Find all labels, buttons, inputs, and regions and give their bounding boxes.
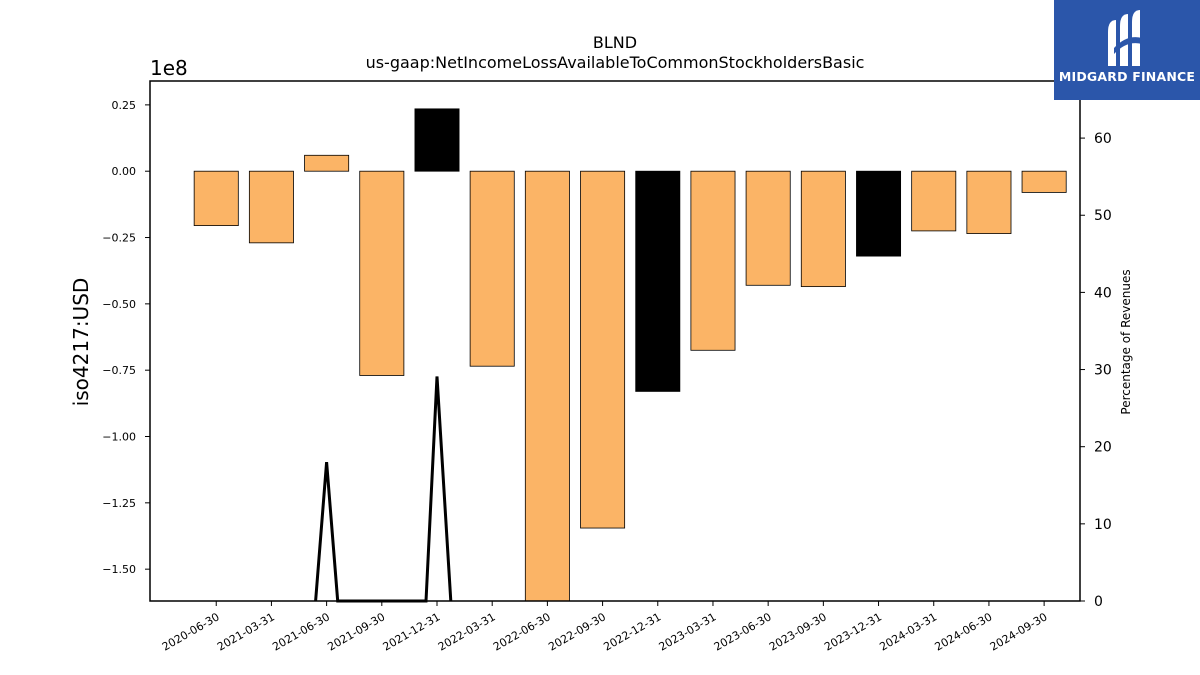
x-tick-label: 2024-03-31 bbox=[877, 610, 939, 653]
bar-2022-03-31 bbox=[469, 170, 515, 367]
y-axis-label: iso4217:USD bbox=[69, 278, 93, 407]
x-tick-label: 2024-09-30 bbox=[988, 610, 1050, 653]
y2-tick-label: 0 bbox=[1094, 594, 1103, 610]
x-axis: 2020-06-302021-03-312021-06-302021-09-30… bbox=[160, 601, 1050, 654]
bar-2022-06-30 bbox=[524, 170, 570, 602]
y-tick-label: −0.25 bbox=[102, 232, 136, 245]
y-tick-label: −1.50 bbox=[102, 563, 136, 576]
logo-text: MIDGARD FINANCE bbox=[1058, 69, 1196, 84]
bar-2024-06-30 bbox=[966, 170, 1012, 234]
x-tick-label: 2021-09-30 bbox=[325, 610, 387, 653]
x-tick-label: 2023-03-31 bbox=[657, 610, 719, 653]
bar-2024-03-31 bbox=[911, 170, 957, 232]
bar-2023-06-30 bbox=[745, 170, 791, 286]
y2-axis: 0 10 20 30 40 50 60 bbox=[1080, 131, 1112, 610]
midgard-logo-icon bbox=[1108, 10, 1142, 66]
plot-frame bbox=[149, 80, 1081, 602]
y2-axis-label: Percentage of Revenues bbox=[1119, 269, 1133, 414]
y-tick-label: 0.00 bbox=[112, 165, 137, 178]
y2-tick-label: 10 bbox=[1094, 517, 1112, 533]
x-tick-label: 2020-06-30 bbox=[160, 610, 222, 653]
y-tick-label: −0.50 bbox=[102, 298, 136, 311]
bar-2021-09-30 bbox=[359, 170, 405, 376]
bar-2021-06-30 bbox=[304, 154, 350, 172]
x-tick-label: 2023-09-30 bbox=[767, 610, 829, 653]
x-tick-label: 2021-12-31 bbox=[381, 610, 443, 653]
y-tick-label: −0.75 bbox=[102, 364, 136, 377]
y2-tick-label: 60 bbox=[1094, 131, 1112, 147]
bar-2023-12-31 bbox=[856, 170, 902, 257]
bar-2023-03-31 bbox=[690, 170, 736, 351]
x-tick-label: 2024-06-30 bbox=[933, 610, 995, 653]
percent-line-group bbox=[314, 376, 453, 603]
bar-2022-09-30 bbox=[580, 170, 626, 529]
chart-subtitle: us-gaap:NetIncomeLossAvailableToCommonSt… bbox=[366, 53, 865, 72]
chart-title: BLND bbox=[593, 33, 637, 52]
y-offset-label: 1e8 bbox=[150, 56, 188, 80]
midgard-finance-logo: MIDGARD FINANCE bbox=[1054, 0, 1200, 100]
x-tick-label: 2022-03-31 bbox=[436, 610, 498, 653]
x-tick-label: 2022-12-31 bbox=[601, 610, 663, 653]
bar-2021-03-31 bbox=[248, 170, 294, 244]
y-tick-label: −1.00 bbox=[102, 431, 136, 444]
y-tick-label: 0.25 bbox=[112, 99, 137, 112]
bar-2020-06-30 bbox=[193, 170, 239, 226]
y-axis: 0.25 0.00 −0.25 −0.50 −0.75 −1.00 −1.25 −1.50 bbox=[102, 99, 150, 576]
bar-2022-12-31 bbox=[635, 170, 681, 392]
bars-group bbox=[193, 108, 1067, 602]
y-tick-label: −1.25 bbox=[102, 497, 136, 510]
y2-tick-label: 50 bbox=[1094, 208, 1112, 224]
bar-2021-12-31 bbox=[414, 108, 460, 172]
bar-2024-09-30 bbox=[1021, 170, 1067, 193]
x-tick-label: 2023-12-31 bbox=[822, 610, 884, 653]
y2-tick-label: 40 bbox=[1094, 285, 1112, 301]
y2-tick-label: 30 bbox=[1094, 363, 1112, 379]
x-tick-label: 2023-06-30 bbox=[712, 610, 774, 653]
x-tick-label: 2021-03-31 bbox=[215, 610, 277, 653]
x-tick-label: 2022-06-30 bbox=[491, 610, 553, 653]
percent-of-revenues-line bbox=[314, 376, 453, 603]
x-tick-label: 2021-06-30 bbox=[270, 610, 332, 653]
y2-tick-label: 20 bbox=[1094, 440, 1112, 456]
bar-2023-09-30 bbox=[800, 170, 846, 288]
x-tick-label: 2022-09-30 bbox=[546, 610, 608, 653]
